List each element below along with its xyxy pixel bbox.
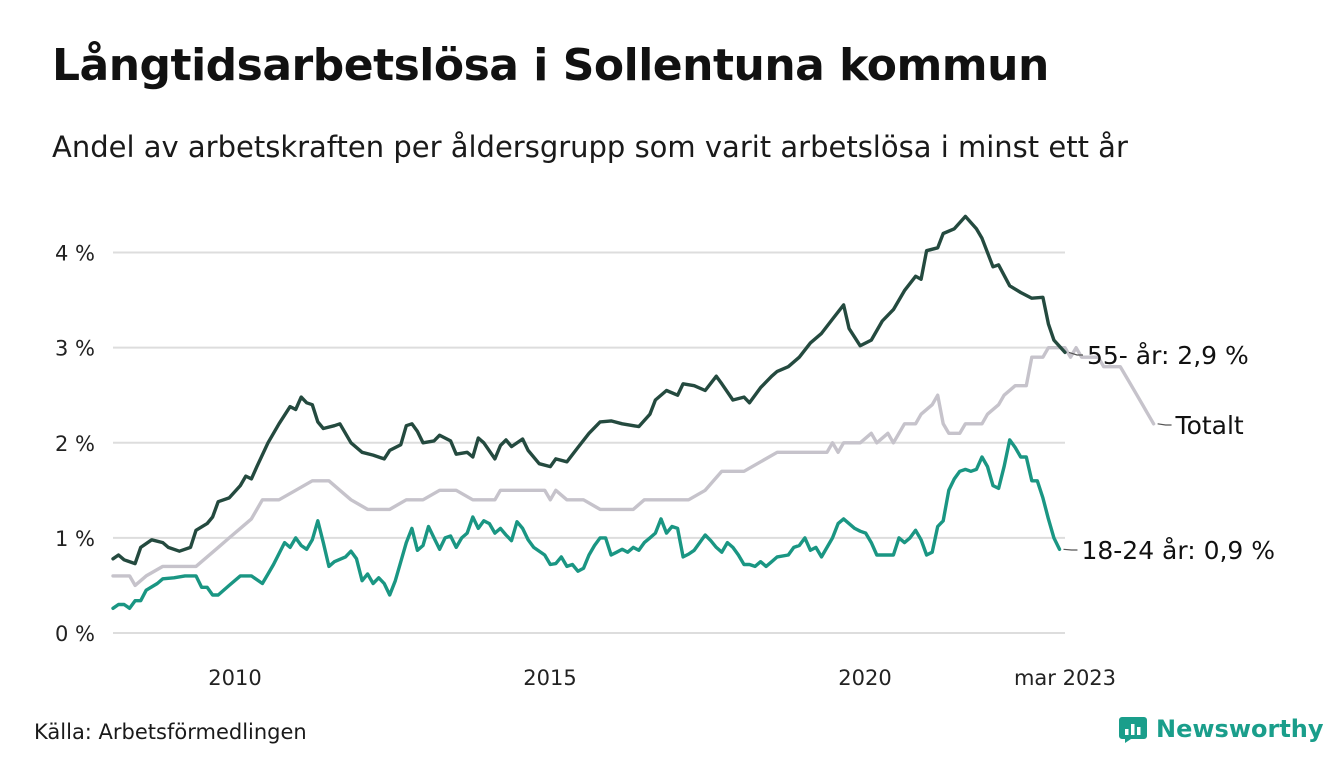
x-tick-label: 2010 [208, 666, 261, 690]
label-leader-line [1063, 548, 1078, 551]
series-end-label: Totalt [1175, 411, 1244, 440]
bar-chart-bubble-icon [1119, 717, 1147, 743]
series-end-label: 18-24 år: 0,9 % [1081, 536, 1275, 565]
label-leader-line [1157, 423, 1172, 426]
y-tick-label: 4 % [55, 242, 95, 266]
x-tick-label: 2015 [523, 666, 576, 690]
label-leader-line [1068, 351, 1083, 356]
series-lines [111, 214, 1156, 610]
y-tick-label: 2 % [55, 432, 95, 456]
y-tick-label: 0 % [55, 622, 95, 646]
y-tick-label: 3 % [55, 337, 95, 361]
series-line-total [111, 346, 1156, 588]
gridlines [113, 251, 1065, 634]
series-line-18-24 [111, 438, 1062, 610]
newsworthy-brand[interactable]: Newsworthy [1118, 714, 1324, 744]
series-line-55 [111, 214, 1067, 566]
x-tick-label: 2020 [838, 666, 891, 690]
y-tick-label: 1 % [55, 527, 95, 551]
x-axis-ticks: 2010 2015 2020 mar 2023 [208, 666, 1116, 690]
x-tick-label: mar 2023 [1014, 666, 1116, 690]
chart-subtitle: Andel av arbetskraften per åldersgrupp s… [52, 130, 1128, 164]
series-end-labels: 55- år: 2,9 % Totalt 18-24 år: 0,9 % [1063, 341, 1275, 565]
brand-name: Newsworthy [1156, 715, 1324, 743]
chart-title: Långtidsarbetslösa i Sollentuna kommun [52, 40, 1049, 91]
source-note: Källa: Arbetsförmedlingen [34, 720, 307, 744]
y-axis-ticks: 0 % 1 % 2 % 3 % 4 % [55, 242, 95, 646]
series-end-label: 55- år: 2,9 % [1087, 341, 1249, 370]
